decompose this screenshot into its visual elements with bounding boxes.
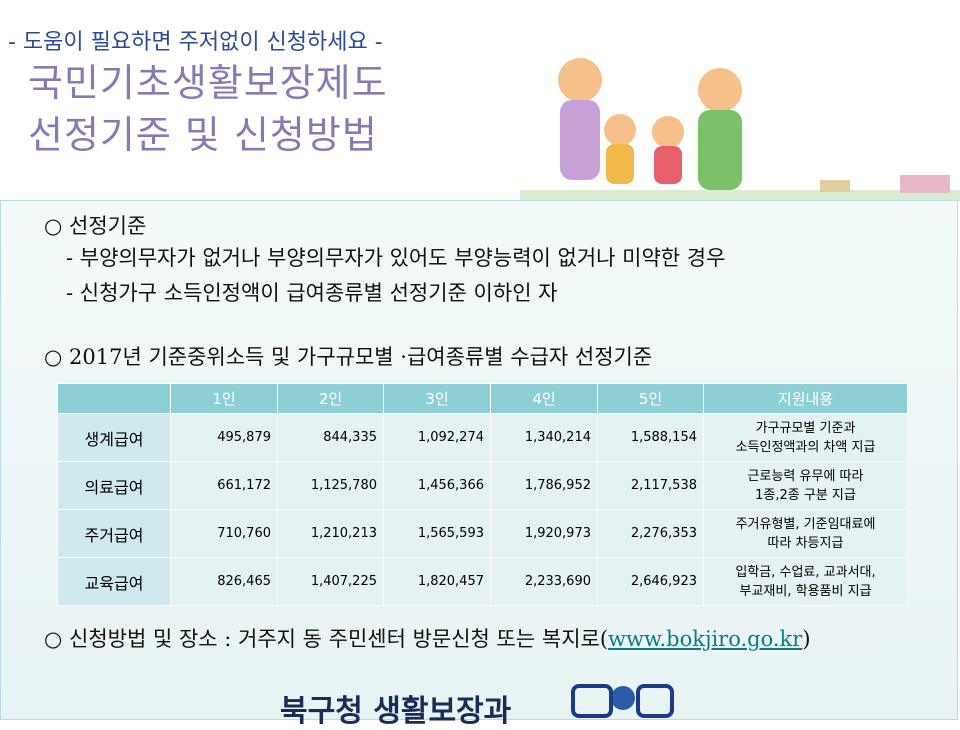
table-cell: 826,465 [170, 557, 278, 606]
table-row: 생계급여 495,879 844,335 1,092,274 1,340,214 1,58… [57, 413, 908, 462]
title: 선정기준 및 신청방법 [28, 113, 378, 157]
table-cell: 5인 [597, 383, 704, 414]
table-cell: 2,233,690 [490, 557, 598, 606]
table-cell: 1,786,952 [490, 461, 598, 510]
table-cell: 844,335 [277, 413, 384, 462]
table-cell: 1,456,366 [383, 461, 491, 510]
table-cell: 근로능력 유무에 따라 1종,2종 구분 지급 [703, 461, 908, 510]
criteria-item: - 신청가구 소득인정액이 급여종류별 선정기준 이하인 자 [66, 281, 558, 305]
table-cell: 주거급여 [57, 509, 171, 558]
table-cell: 495,879 [170, 413, 278, 462]
table-cell: 3인 [383, 383, 491, 414]
logo [571, 684, 674, 718]
criteria-item: - 부양의무자가 없거나 부양의무자가 있어도 부양능력이 없거나 미약한 경우 [66, 246, 726, 270]
table-cell: 1,920,973 [490, 509, 598, 558]
table-cell: 1,340,214 [490, 413, 598, 462]
apply-text: ○ 신청방법 및 장소 : 거주지 동 주민센터 방문신청 또는 복지로( [44, 627, 609, 651]
table-cell: 입학금, 수업료, 교과서대, 부교재비, 학용품비 지급 [703, 557, 908, 606]
table-cell: 교육급여 [57, 557, 171, 606]
title: 국민기초생활보장제도 [28, 61, 388, 105]
table-cell: 2,276,353 [597, 509, 704, 558]
table-cell: 1,588,154 [597, 413, 704, 462]
table-cell: 1,210,213 [277, 509, 384, 558]
criteria-table: 1인 2인 3인 4인 5인 지원내용 생계급여 495,879 844,335 1,092,27… [57, 383, 908, 606]
table-cell: 2,646,923 [597, 557, 704, 606]
family-illustration [520, 58, 960, 202]
apply-close: ) [802, 627, 811, 651]
table-cell: 710,760 [170, 509, 278, 558]
tagline: - 도움이 필요하면 주저없이 신청하세요 - [8, 30, 383, 55]
table-cell: 가구규모별 기준과 소득인정액과의 차액 지급 [703, 413, 908, 462]
table-cell: 1,407,225 [277, 557, 384, 606]
table-cell: 1인 [170, 383, 278, 414]
footer-department: 북구청 생활보장과 [280, 694, 512, 729]
table-cell: 1,092,274 [383, 413, 491, 462]
section-heading: ○ 선정기준 [44, 214, 147, 238]
website-link[interactable]: www.bokjiro.go.kr [608, 627, 803, 651]
table-row: 주거급여 710,760 1,210,213 1,565,593 1,920,973 2,… [57, 509, 908, 558]
table-row: 교육급여 826,465 1,407,225 1,820,457 2,233,690 2,… [57, 557, 908, 606]
table-cell: 2인 [277, 383, 384, 414]
table-cell: 주거유형별, 기준임대료에 따라 차등지급 [703, 509, 908, 558]
table-cell: 생계급여 [57, 413, 171, 462]
table-cell: 2,117,538 [597, 461, 704, 510]
header-row: 1인 2인 3인 4인 5인 지원내용 [57, 383, 908, 414]
table-cell: 의료급여 [57, 461, 171, 510]
table-cell: 1,125,780 [277, 461, 384, 510]
table-cell: 1,565,593 [383, 509, 491, 558]
table-row: 의료급여 661,172 1,125,780 1,456,366 1,786,952 2,… [57, 461, 908, 510]
apply-info: ○ 신청방법 및 장소 : 거주지 동 주민센터 방문신청 또는 복지로(www… [44, 623, 811, 653]
table-cell [57, 383, 171, 414]
table-cell: 4인 [490, 383, 598, 414]
table-cell: 661,172 [170, 461, 278, 510]
section-heading: ○ 2017년 기준중위소득 및 가구규모별 ·급여종류별 수급자 선정기준 [44, 345, 653, 369]
table-cell: 1,820,457 [383, 557, 491, 606]
table-cell: 지원내용 [703, 383, 908, 414]
